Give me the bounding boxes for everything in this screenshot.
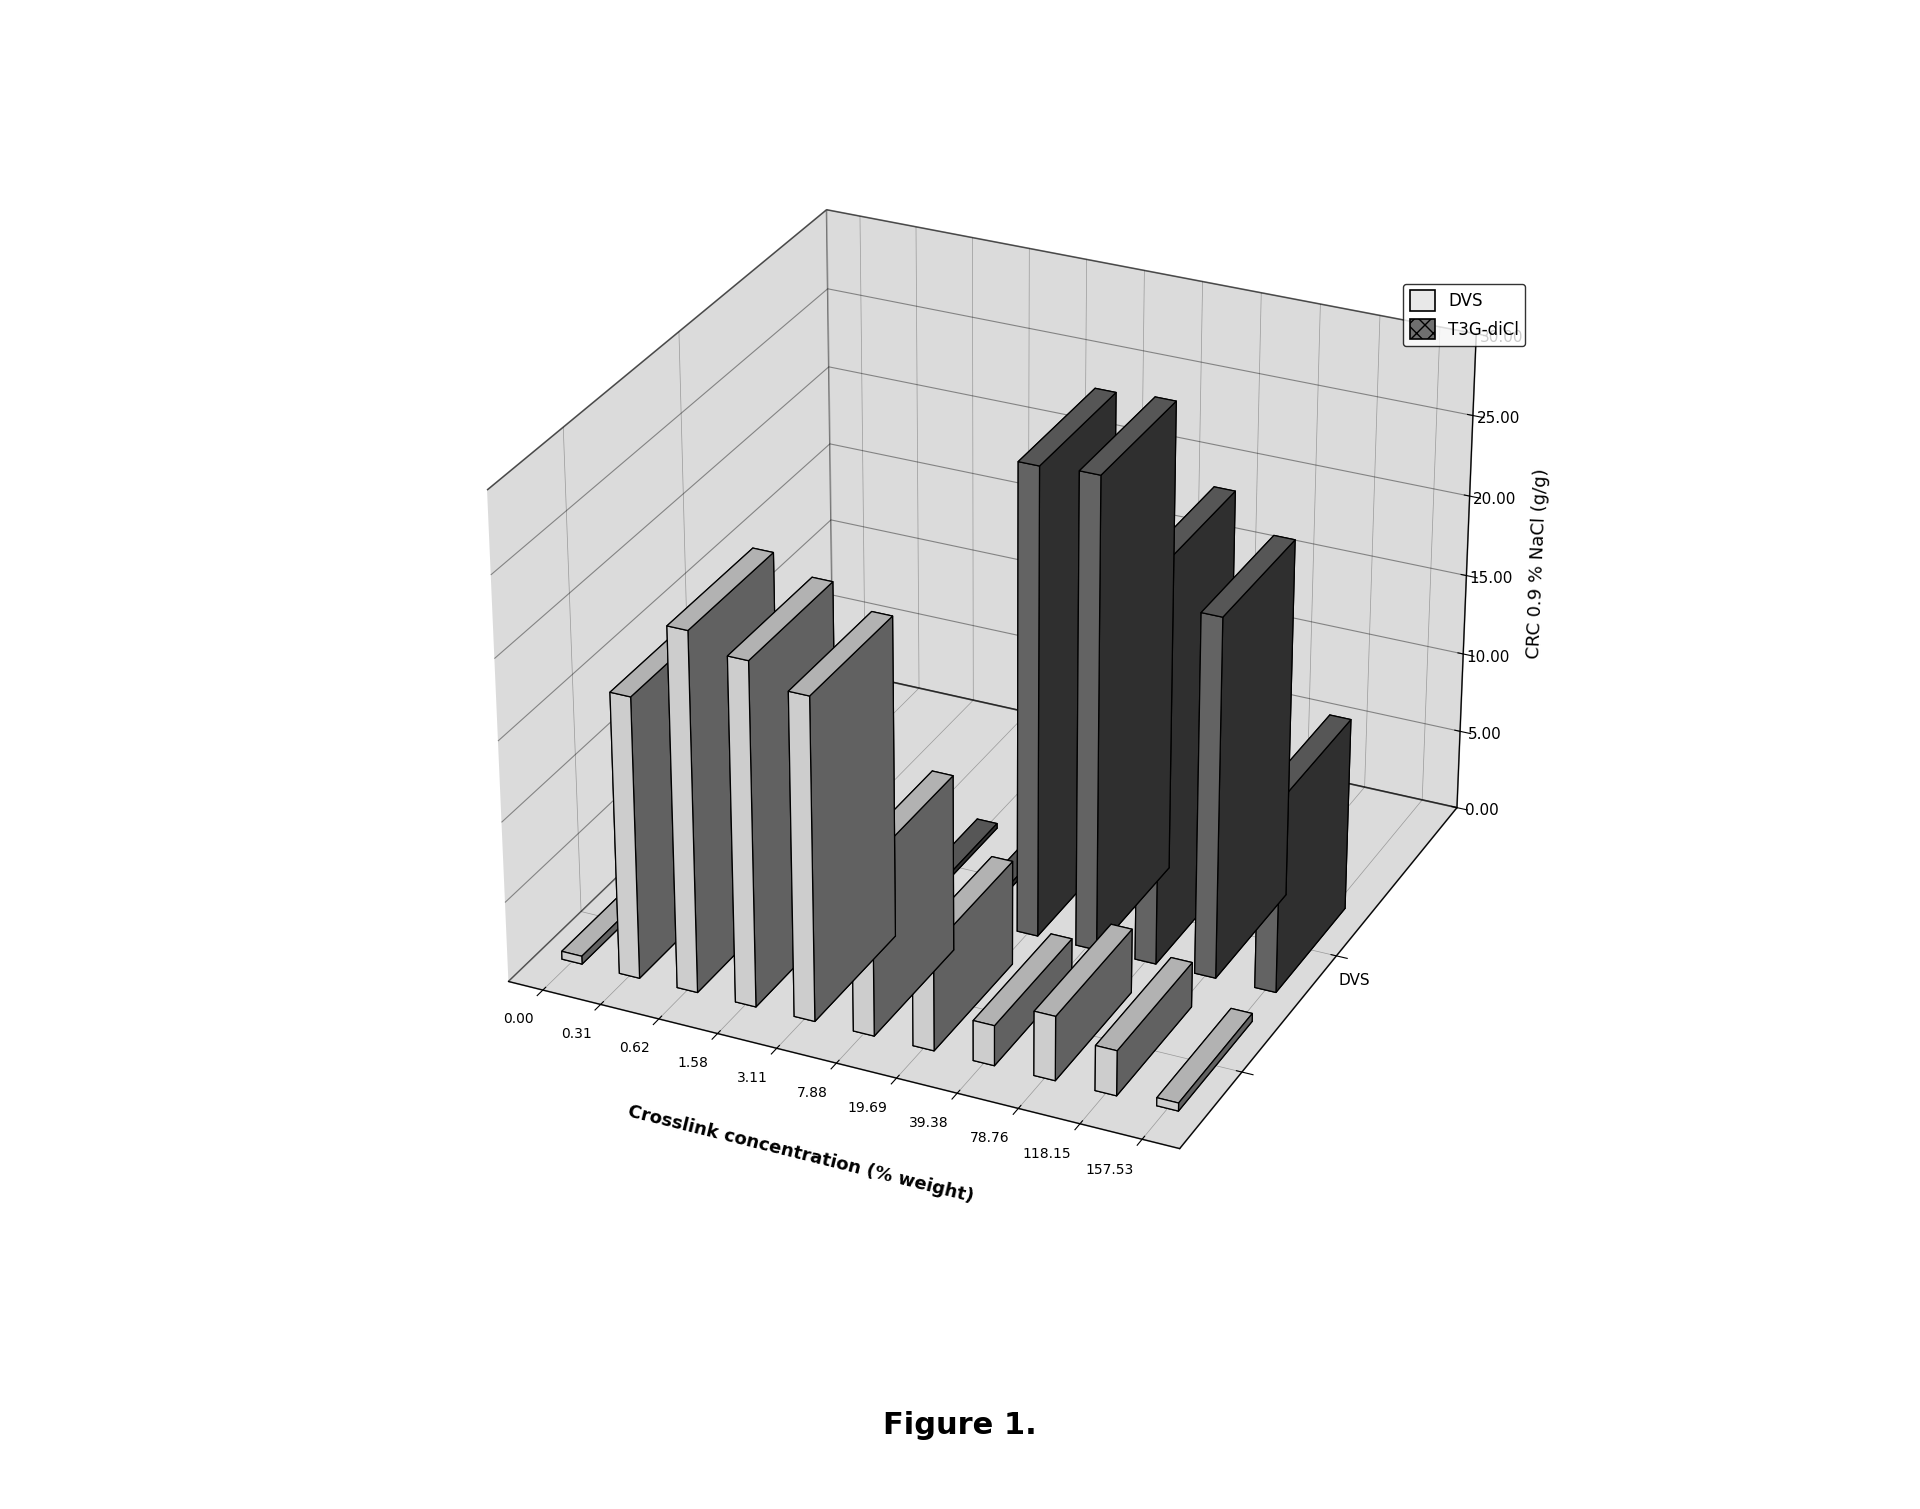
X-axis label: Crosslink concentration (% weight): Crosslink concentration (% weight): [626, 1103, 975, 1206]
Legend: DVS, T3G-diCl: DVS, T3G-diCl: [1404, 284, 1524, 346]
Text: Figure 1.: Figure 1.: [883, 1411, 1037, 1440]
